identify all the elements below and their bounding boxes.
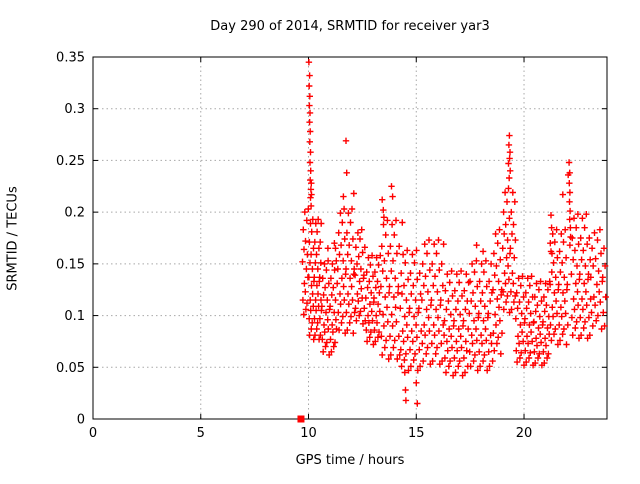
y-tick-label: 0.15 bbox=[56, 257, 85, 272]
y-tick-label: 0 bbox=[77, 413, 85, 428]
y-tick-label: 0.35 bbox=[56, 51, 85, 66]
plot-border bbox=[92, 56, 608, 420]
y-tick-label: 0.05 bbox=[56, 361, 85, 376]
x-tick-label: 0 bbox=[89, 426, 97, 441]
x-tick-label: 10 bbox=[300, 426, 317, 441]
y-tick-label: 0.1 bbox=[64, 309, 85, 324]
start-square-marker bbox=[297, 415, 305, 423]
y-tick-label: 0.3 bbox=[64, 102, 85, 117]
scatter-points bbox=[299, 59, 609, 407]
x-tick-label: 5 bbox=[197, 426, 205, 441]
y-axis-label: SRMTID / TECUs bbox=[5, 186, 21, 291]
x-tick-label: 15 bbox=[408, 426, 425, 441]
x-axis-label: GPS time / hours bbox=[295, 453, 405, 468]
chart-title: Day 290 of 2014, SRMTID for receiver yar… bbox=[210, 19, 490, 34]
y-tick-label: 0.2 bbox=[64, 206, 85, 221]
y-tick-label: 0.25 bbox=[56, 154, 85, 169]
x-tick-label: 20 bbox=[516, 426, 533, 441]
